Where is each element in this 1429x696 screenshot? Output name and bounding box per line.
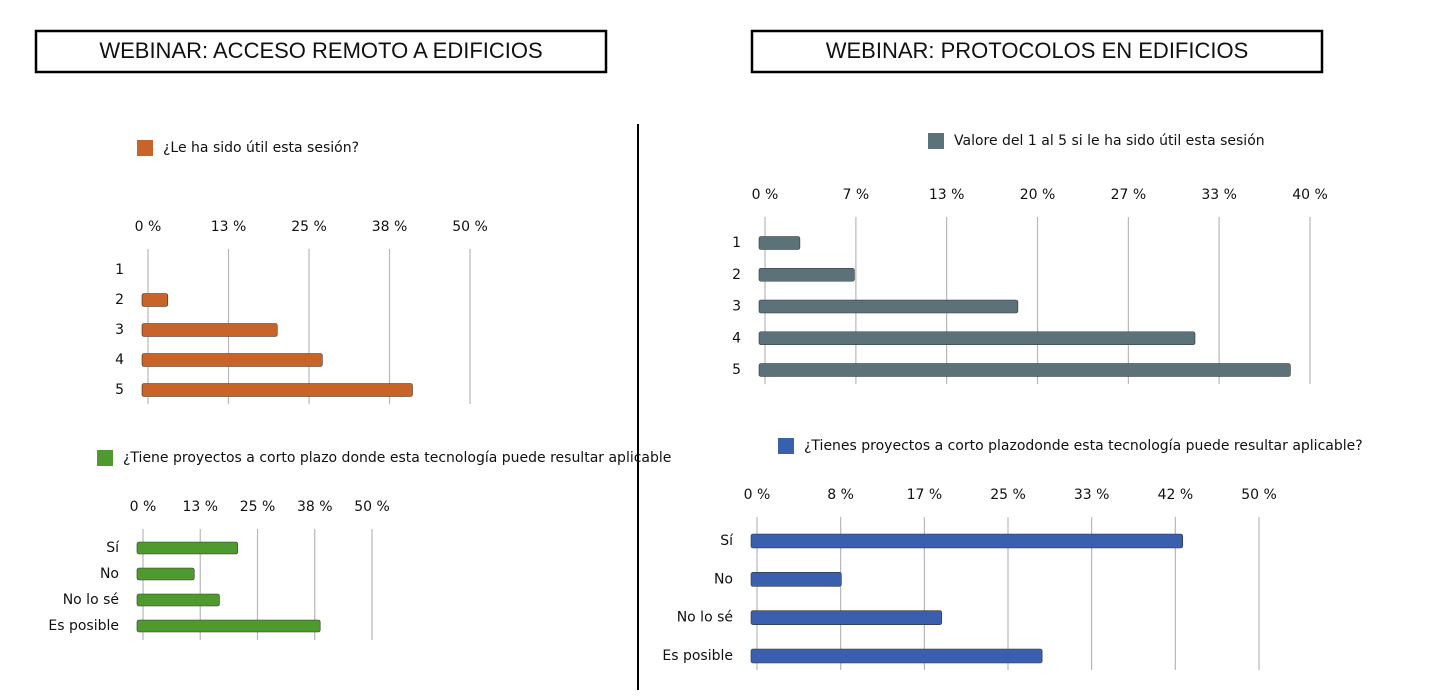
- y-tick-label: 5: [115, 382, 124, 398]
- y-tick-label: Sí: [106, 540, 120, 556]
- x-tick-label: 50 %: [452, 219, 488, 235]
- bar: [750, 572, 842, 587]
- y-tick-label: Es posible: [662, 648, 733, 664]
- y-tick-label: 2: [732, 267, 741, 283]
- x-tick-label: 40 %: [1292, 187, 1328, 203]
- x-tick-label: 38 %: [372, 219, 408, 235]
- y-tick-label: 4: [732, 330, 741, 346]
- legend-swatch: [928, 133, 944, 149]
- bar: [758, 236, 801, 250]
- bar: [141, 293, 169, 307]
- x-tick-label: 13 %: [929, 187, 965, 203]
- legend-swatch: [97, 450, 113, 466]
- x-tick-label: 0 %: [744, 487, 771, 503]
- x-tick-label: 38 %: [297, 499, 333, 515]
- bar: [750, 533, 1184, 549]
- bar: [758, 299, 1019, 314]
- x-tick-label: 25 %: [990, 487, 1026, 503]
- bar: [141, 323, 278, 337]
- bar: [141, 383, 413, 397]
- bar: [758, 363, 1291, 377]
- x-tick-label: 42 %: [1158, 487, 1194, 503]
- bar: [136, 619, 321, 633]
- legend-swatch: [137, 140, 153, 156]
- bar: [136, 541, 239, 555]
- x-tick-label: 0 %: [135, 219, 162, 235]
- x-tick-label: 25 %: [291, 219, 327, 235]
- x-tick-label: 25 %: [240, 499, 276, 515]
- header-title: WEBINAR: ACCESO REMOTO A EDIFICIOS: [99, 38, 542, 63]
- y-tick-label: 4: [115, 352, 124, 368]
- bar: [758, 267, 855, 282]
- x-tick-label: 17 %: [907, 487, 943, 503]
- y-tick-label: Sí: [720, 533, 734, 549]
- x-tick-label: 7 %: [843, 187, 870, 203]
- y-tick-label: 1: [115, 262, 124, 278]
- legend-label: ¿Tienes proyectos a corto plazodonde est…: [804, 438, 1363, 454]
- bar: [136, 567, 195, 581]
- x-tick-label: 33 %: [1074, 487, 1110, 503]
- y-tick-label: No lo sé: [63, 592, 119, 608]
- x-tick-label: 0 %: [130, 499, 157, 515]
- y-tick-label: 2: [115, 292, 124, 308]
- y-tick-label: 5: [732, 362, 741, 378]
- y-tick-label: No: [714, 571, 733, 587]
- y-tick-label: No lo sé: [677, 610, 733, 626]
- bar: [136, 593, 220, 607]
- y-tick-label: Es posible: [48, 618, 119, 634]
- header-box: [750, 29, 1324, 74]
- bar: [141, 353, 323, 367]
- x-tick-label: 13 %: [182, 499, 218, 515]
- legend-swatch: [778, 438, 794, 454]
- y-tick-label: 3: [115, 322, 124, 338]
- legend-label: Valore del 1 al 5 si le ha sido útil est…: [954, 133, 1265, 149]
- y-tick-label: 3: [732, 299, 741, 315]
- x-tick-label: 20 %: [1020, 187, 1056, 203]
- x-tick-label: 27 %: [1111, 187, 1147, 203]
- x-tick-label: 8 %: [827, 487, 854, 503]
- bar: [750, 648, 1043, 664]
- legend-label: ¿Le ha sido útil esta sesión?: [163, 140, 359, 156]
- x-tick-label: 50 %: [1241, 487, 1277, 503]
- x-tick-label: 33 %: [1201, 187, 1237, 203]
- x-tick-label: 50 %: [354, 499, 390, 515]
- bar: [758, 331, 1196, 346]
- legend-label: ¿Tiene proyectos a corto plazo donde est…: [123, 450, 671, 466]
- bar: [750, 610, 943, 625]
- header-title: WEBINAR: PROTOCOLOS EN EDIFICIOS: [826, 38, 1249, 63]
- y-tick-label: 1: [732, 235, 741, 251]
- y-tick-label: No: [100, 566, 119, 582]
- x-tick-label: 0 %: [752, 187, 779, 203]
- x-tick-label: 13 %: [211, 219, 247, 235]
- header-box: [34, 29, 608, 74]
